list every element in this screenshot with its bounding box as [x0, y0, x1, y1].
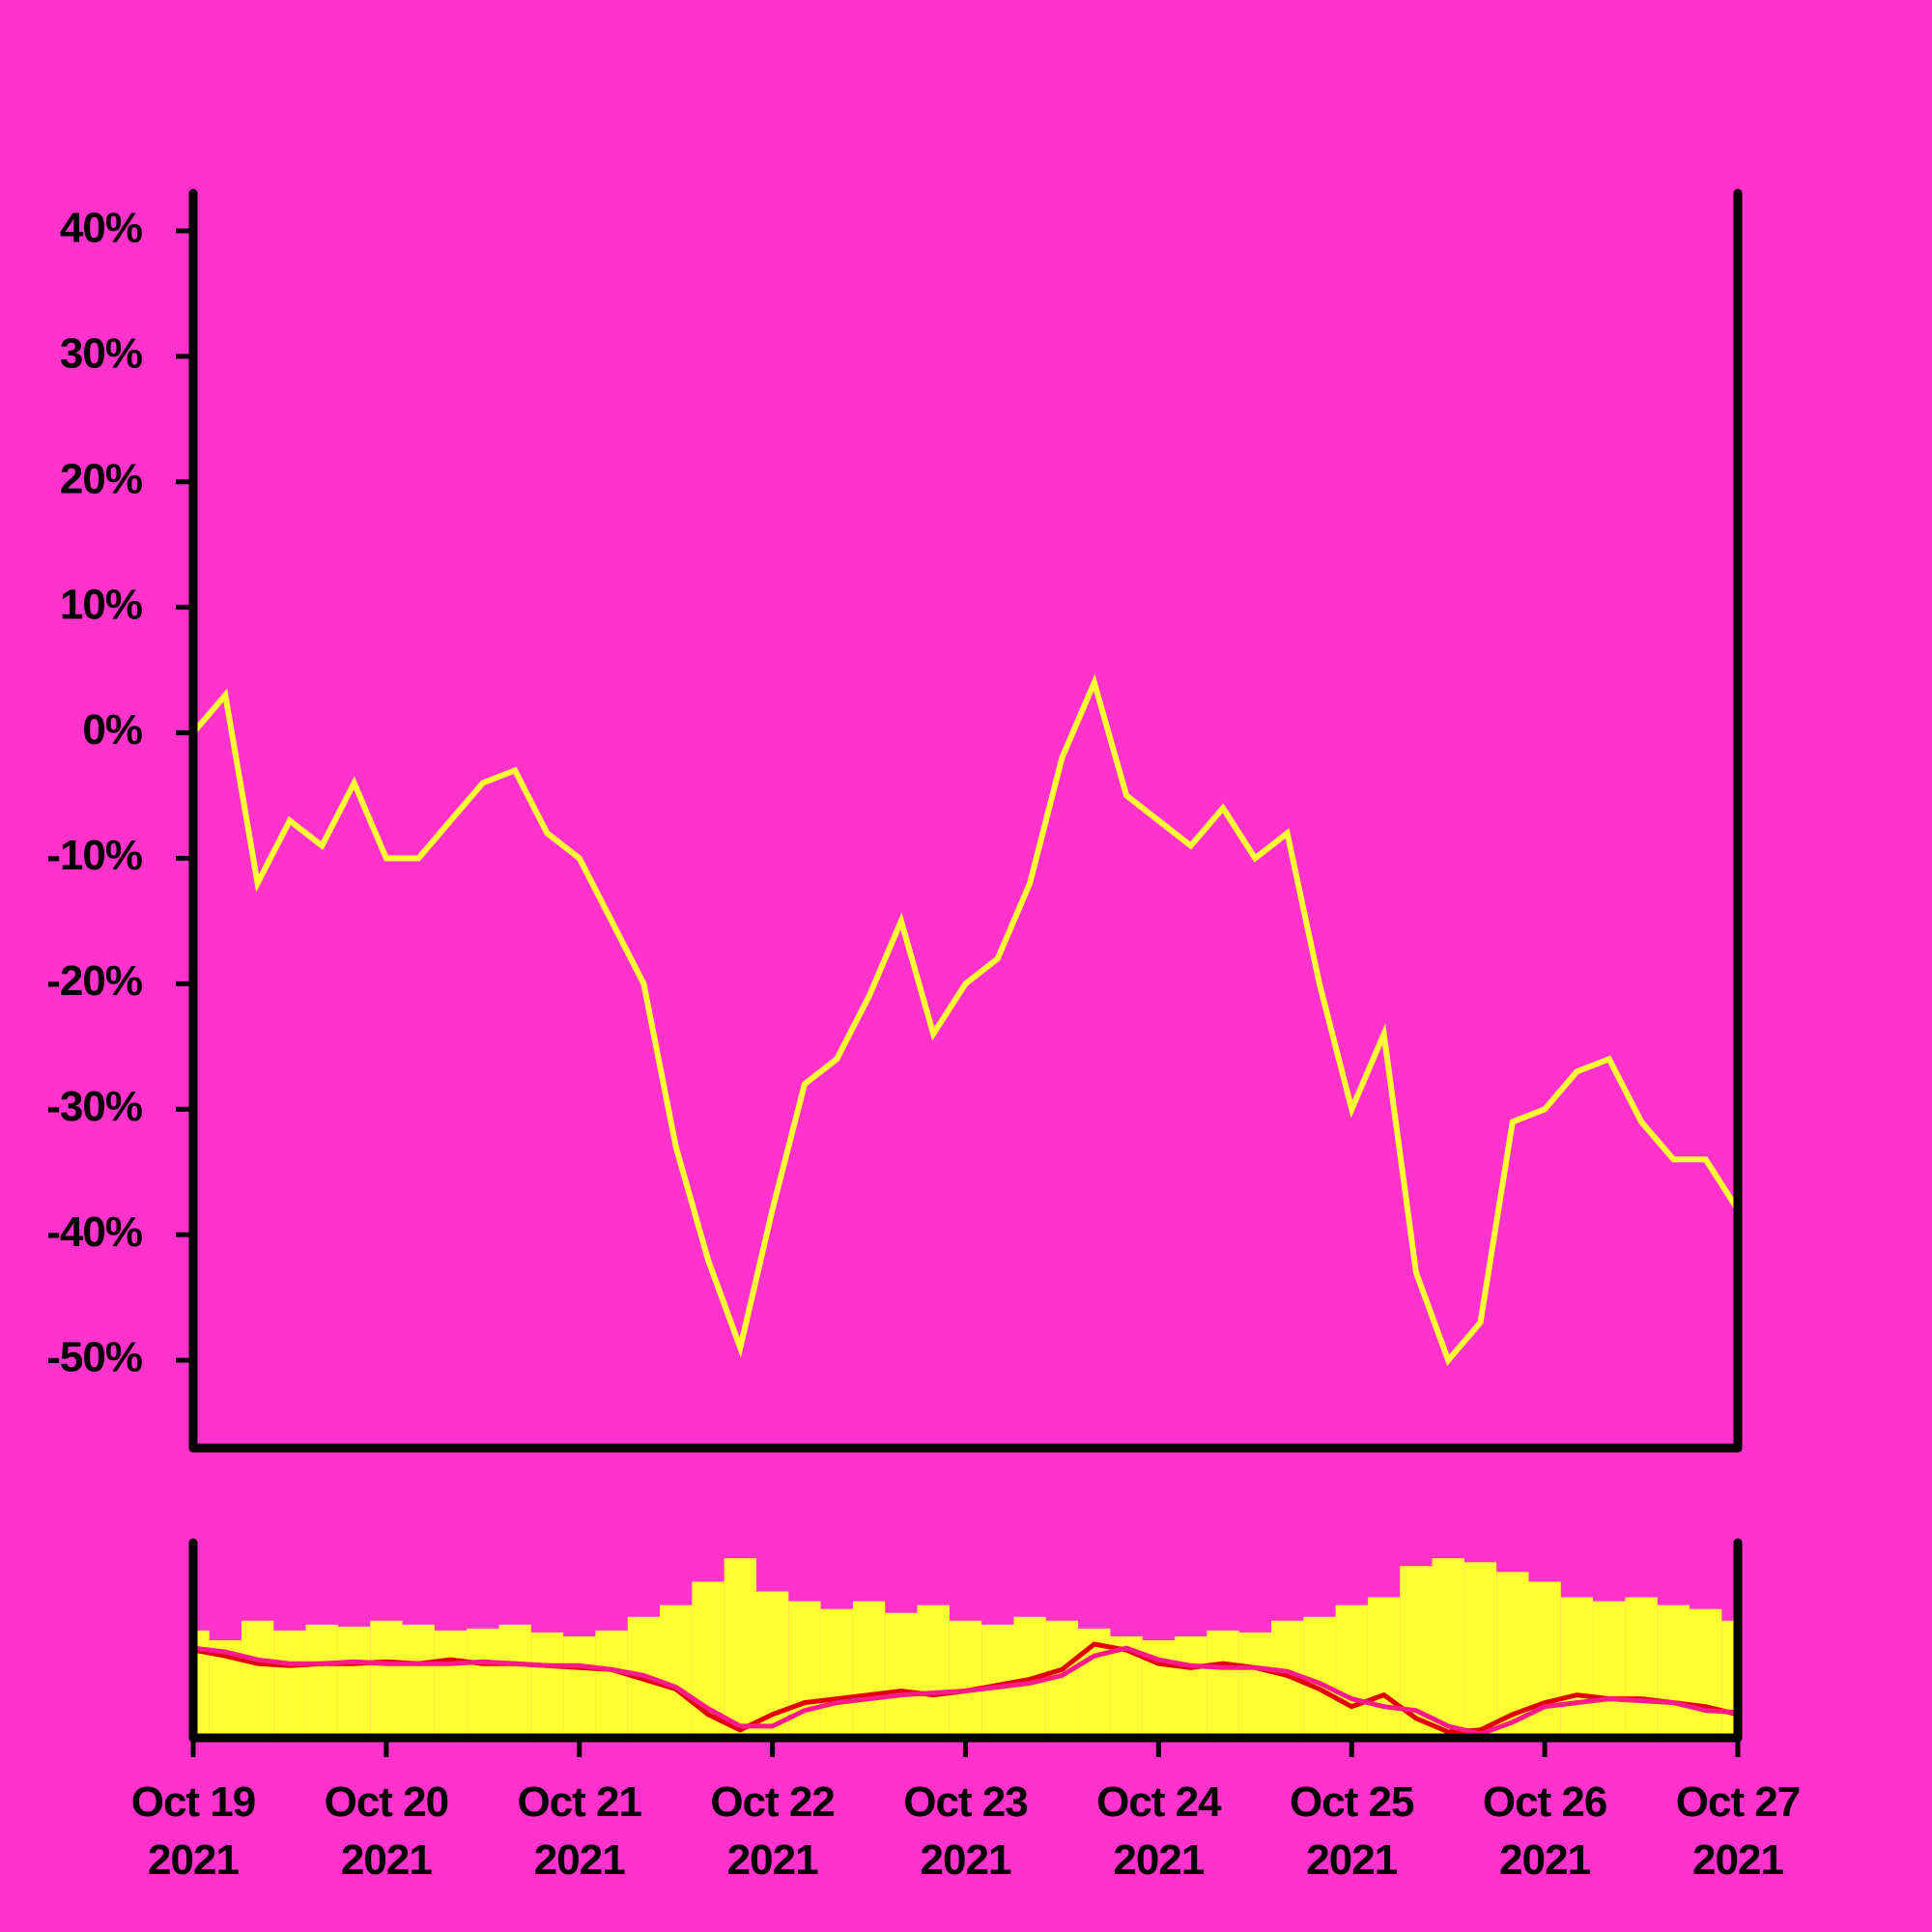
volume-bar [530, 1632, 564, 1738]
volume-bar [563, 1635, 596, 1738]
volume-bar [498, 1624, 531, 1738]
volume-bar [1207, 1630, 1239, 1738]
y-tick-label: -20% [46, 957, 142, 1005]
volume-bar [370, 1620, 403, 1738]
y-tick-label: -10% [46, 832, 142, 879]
x-tick-label: Oct 24 2021 [1096, 1778, 1222, 1884]
volume-bar [820, 1608, 853, 1738]
volume-bar [1175, 1635, 1208, 1738]
y-tick-label: 10% [60, 581, 142, 628]
y-tick-label: 40% [60, 205, 142, 252]
volume-bar [305, 1624, 338, 1738]
x-tick-label: Oct 25 2021 [1289, 1778, 1415, 1884]
volume-bar [1238, 1632, 1271, 1738]
volume-bar [595, 1630, 628, 1738]
volume-bar [660, 1605, 693, 1738]
volume-bar [241, 1620, 274, 1738]
volume-bar [1335, 1605, 1368, 1738]
volume-bar [402, 1624, 435, 1738]
y-tick-label: -50% [46, 1334, 142, 1381]
volume-bar [1560, 1597, 1594, 1738]
volume-bar [724, 1558, 756, 1738]
y-tick-label: 30% [60, 329, 142, 377]
price-line [190, 673, 1741, 1366]
x-tick-label: Oct 20 2021 [324, 1778, 450, 1884]
volume-bar [1593, 1601, 1626, 1738]
volume-bar [273, 1630, 306, 1738]
x-tick-label: Oct 22 2021 [710, 1778, 836, 1884]
volume-bar [1625, 1597, 1658, 1738]
x-tick-label: Oct 26 2021 [1482, 1778, 1608, 1884]
volume-bar [467, 1628, 499, 1738]
volume-bar [1367, 1597, 1401, 1738]
volume-bar [885, 1612, 918, 1738]
volume-bar [1657, 1605, 1690, 1738]
y-tick-label: -40% [46, 1208, 142, 1256]
x-tick-label: Oct 27 2021 [1675, 1778, 1802, 1884]
volume-bar [917, 1605, 950, 1738]
volume-bar [949, 1620, 982, 1738]
volume-bar [434, 1630, 468, 1738]
x-tick-label: Oct 23 2021 [903, 1778, 1029, 1884]
x-tick-label: Oct 19 2021 [130, 1778, 257, 1884]
y-tick-label: 20% [60, 455, 142, 502]
x-tick-label: Oct 21 2021 [517, 1778, 642, 1884]
y-tick-label: -30% [46, 1083, 142, 1130]
y-tick-label: 0% [82, 706, 142, 753]
volume-bar [852, 1601, 886, 1738]
volume-bar [1432, 1558, 1464, 1738]
volume-bar [1690, 1608, 1722, 1738]
volume-bar [1463, 1562, 1497, 1738]
volume-bar [337, 1626, 371, 1738]
